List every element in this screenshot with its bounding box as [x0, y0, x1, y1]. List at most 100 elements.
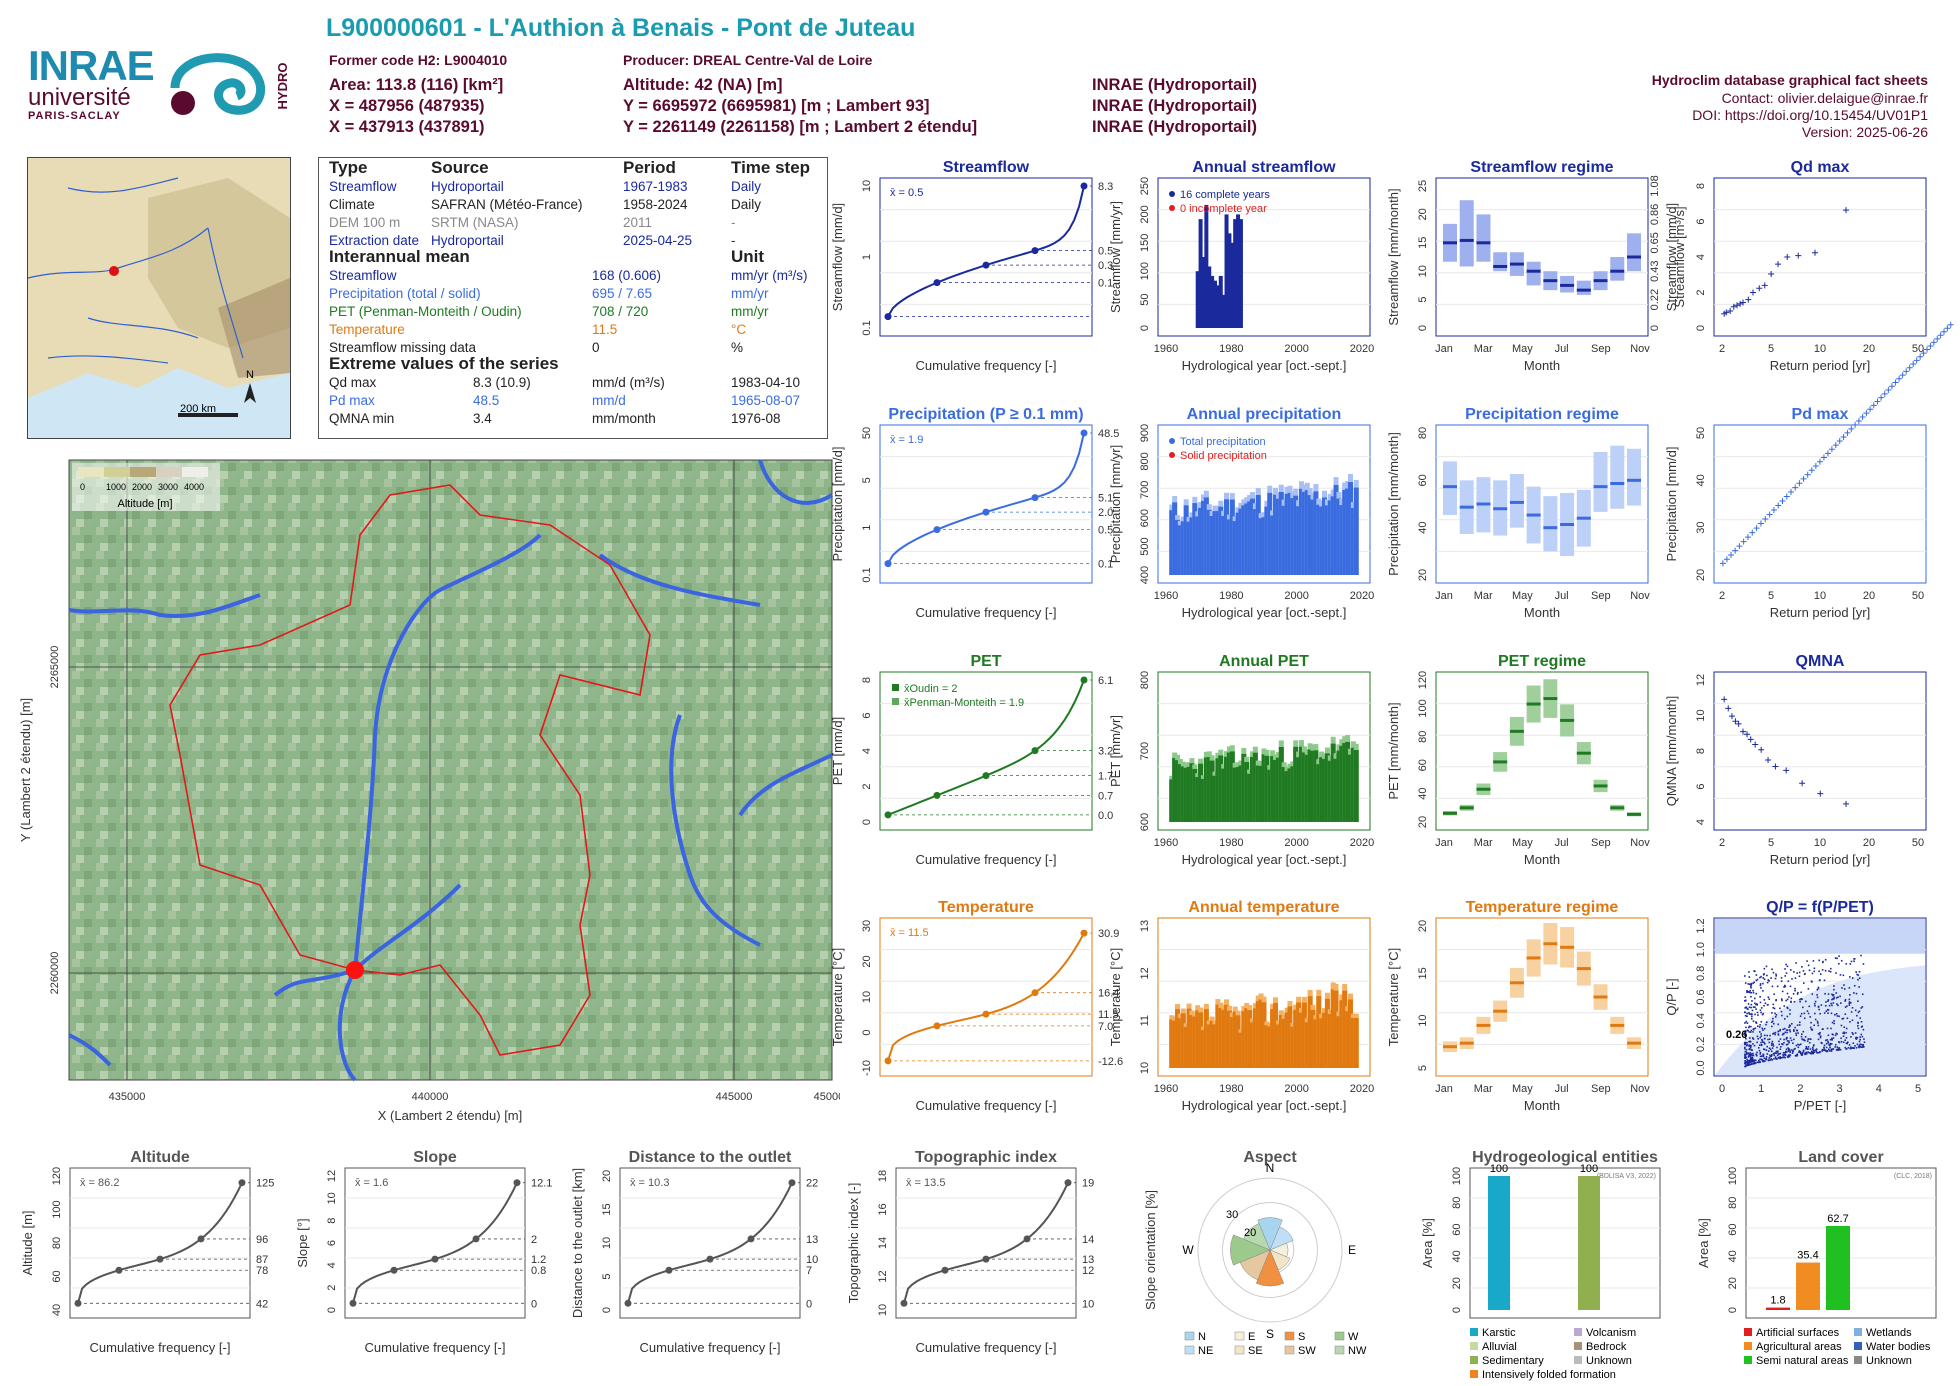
pd_max-ytick: 50 — [1695, 427, 1707, 439]
pet_regime-xtick: Nov — [1630, 837, 1650, 849]
annual_pet-ytick: 600 — [1139, 813, 1151, 831]
slope-ytick: 4 — [326, 1262, 338, 1268]
qp_ppet-point — [1838, 955, 1840, 957]
annual_precipitation-bar — [1261, 517, 1267, 575]
annual_precipitation-bar — [1258, 518, 1264, 575]
qp_ppet-point — [1765, 1056, 1768, 1058]
annual_temperature-bar — [1206, 1024, 1212, 1068]
altitude-legend — [78, 467, 208, 477]
contact: Contact: olivier.delaigue@inrae.fr — [1721, 90, 1928, 106]
qp_ppet-point — [1772, 1052, 1775, 1055]
qp_ppet-point — [1828, 1004, 1831, 1007]
annual_pet-bar — [1278, 746, 1284, 822]
qp_ppet-point — [1799, 1015, 1802, 1017]
qp_ppet-point — [1804, 1053, 1806, 1056]
qp_ppet-point — [1751, 1054, 1754, 1057]
hydrogeo-legend-key — [1574, 1356, 1582, 1364]
qp_ppet-point — [1751, 1013, 1753, 1016]
qp_ppet-point — [1772, 971, 1775, 974]
qp_ppet-point — [1770, 1055, 1773, 1057]
qp_ppet-point — [1745, 1026, 1747, 1029]
qp_ppet-point — [1750, 1013, 1752, 1016]
qp_ppet-point — [1791, 1022, 1793, 1025]
qmna-point — [1758, 746, 1765, 753]
annual_pet-bar — [1336, 750, 1342, 822]
qp_ppet-point — [1756, 1035, 1759, 1038]
pet_regime-ytick: 80 — [1417, 731, 1429, 743]
qp_ppet-point — [1762, 1012, 1765, 1015]
streamflow-right-label: 0.5 — [1098, 246, 1113, 258]
qp_ppet-point — [1800, 1033, 1803, 1035]
qp_ppet-point — [1821, 1050, 1823, 1052]
qp_ppet-point — [1840, 959, 1843, 962]
annual_streamflow-title: Annual streamflow — [1192, 159, 1336, 176]
qp_ppet-point — [1848, 1002, 1851, 1005]
annual_pet-bar — [1238, 765, 1244, 822]
qp_ppet-point — [1786, 1031, 1788, 1034]
qp_ppet-point — [1749, 1046, 1752, 1049]
qp_ppet-point — [1829, 1046, 1831, 1049]
qp_ppet-point — [1751, 1049, 1753, 1051]
outlet-marker — [346, 961, 364, 979]
qp_ppet-point — [1766, 1045, 1768, 1048]
qp_ppet-point — [1771, 1047, 1774, 1049]
qp_ppet-point — [1744, 1007, 1746, 1009]
qp_ppet-point — [1744, 975, 1746, 977]
qp_ppet-point — [1746, 1041, 1748, 1044]
streamflow_regime-box — [1459, 200, 1474, 267]
altitude-ytick: 120 — [51, 1167, 63, 1185]
hydrogeo-ytick: 60 — [1451, 1223, 1463, 1235]
aspect-legend-key — [1234, 1331, 1245, 1341]
streamflow_regime-box — [1493, 252, 1508, 272]
pd_max-frame — [1713, 424, 1927, 584]
qp_ppet-point — [1796, 993, 1799, 995]
streamflow-ytick: 1 — [861, 254, 873, 260]
annual_temperature-bar — [1192, 1016, 1198, 1068]
qp_ppet-point — [1812, 1045, 1815, 1047]
qp_ppet-point — [1801, 1038, 1803, 1040]
pd_max-xtick: 10 — [1814, 590, 1826, 602]
annual_pet-bar — [1290, 766, 1296, 822]
qp_ppet-point — [1808, 1005, 1811, 1008]
pd_max-point — [1924, 346, 1931, 353]
qp_ppet-point — [1744, 1031, 1746, 1034]
annual_pet-bar — [1200, 778, 1206, 822]
mean-row-4-c1: 0 — [592, 340, 600, 355]
land_cover-ytick: 100 — [1727, 1167, 1739, 1185]
annual_temperature-bar — [1310, 1009, 1316, 1068]
precipitation_regime-box — [1509, 474, 1524, 528]
precipitation-right-label: 0.5 — [1098, 525, 1113, 537]
qp_ppet-point — [1774, 1012, 1776, 1015]
annual_pet-bar — [1180, 766, 1186, 822]
qp_ppet-point — [1824, 1004, 1827, 1007]
annual_precipitation-bar — [1278, 491, 1284, 575]
qp_ppet-point — [1846, 1005, 1848, 1007]
qp_ppet-point — [1785, 1036, 1788, 1039]
qp_ppet-point — [1800, 1035, 1803, 1038]
streamflow_regime-y2tick: 0.86 — [1649, 204, 1661, 225]
pd_max-point — [1744, 534, 1751, 541]
qp_ppet-point — [1844, 1013, 1847, 1015]
qp_ppet-point — [1745, 1053, 1748, 1055]
pet-right-label: 3.2 — [1098, 746, 1113, 758]
annual_streamflow-ytick: 250 — [1139, 177, 1151, 195]
qp_ppet-point — [1833, 988, 1835, 991]
qp_ppet-point — [1744, 1034, 1746, 1036]
qp_ppet-point — [1816, 996, 1819, 999]
qp_ppet-ytick: 1.0 — [1695, 942, 1707, 957]
qp_ppet-point — [1802, 982, 1805, 984]
qp_ppet-point — [1842, 1017, 1845, 1020]
qp_ppet-point — [1813, 1051, 1816, 1054]
qp_ppet-point — [1761, 1058, 1763, 1061]
aspect-legend-key — [1334, 1331, 1345, 1341]
annual_streamflow-legend-key — [1169, 191, 1175, 197]
qp_ppet-point — [1807, 1046, 1810, 1048]
annual_precipitation-bar — [1316, 504, 1322, 575]
qp_ppet-point — [1851, 977, 1854, 979]
qp_ppet-point — [1798, 1024, 1801, 1026]
qp_ppet-point — [1753, 970, 1755, 972]
qp_ppet-point — [1849, 1001, 1852, 1004]
streamflow_regime-xtick: Mar — [1474, 343, 1493, 355]
temperature_regime-ytick: 5 — [1417, 1065, 1429, 1071]
annual_precipitation-bar — [1301, 491, 1307, 575]
